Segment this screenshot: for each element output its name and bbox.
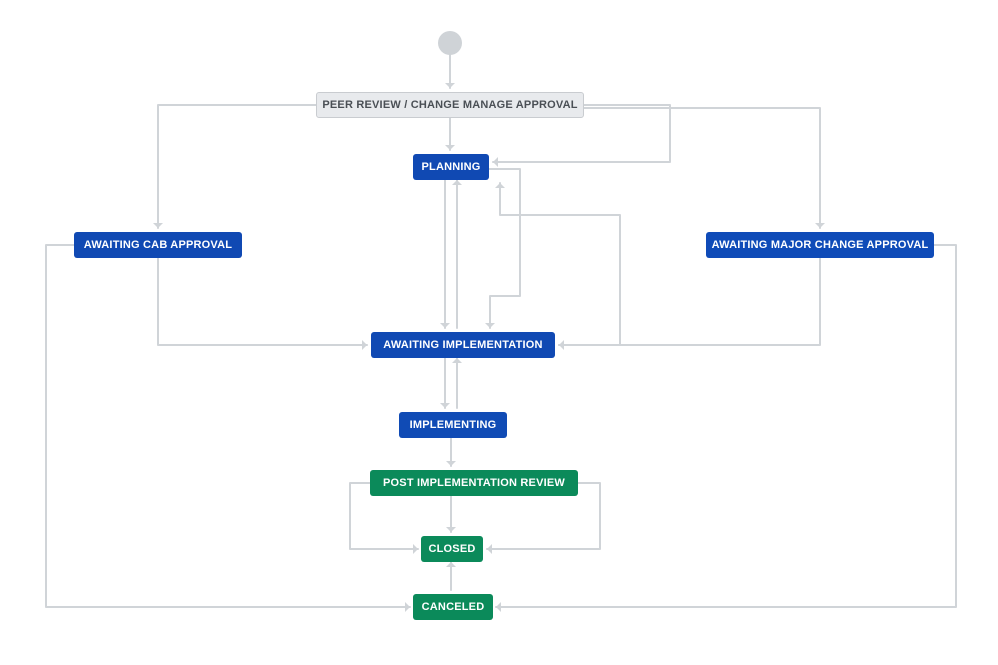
node-label: CANCELED [422, 601, 485, 613]
node-label: AWAITING CAB APPROVAL [84, 239, 232, 251]
node-peer-review: PEER REVIEW / CHANGE MANAGE APPROVAL [316, 92, 584, 118]
node-canceled: CANCELED [413, 594, 493, 620]
node-label: CLOSED [428, 543, 475, 555]
workflow-diagram: PEER REVIEW / CHANGE MANAGE APPROVAL PLA… [0, 0, 998, 665]
node-label: PLANNING [421, 161, 480, 173]
node-implementing: IMPLEMENTING [399, 412, 507, 438]
node-label: IMPLEMENTING [410, 419, 497, 431]
start-node [438, 31, 462, 55]
node-label: AWAITING MAJOR CHANGE APPROVAL [712, 239, 929, 251]
node-planning: PLANNING [413, 154, 489, 180]
node-label: AWAITING IMPLEMENTATION [383, 339, 542, 351]
node-label: POST IMPLEMENTATION REVIEW [383, 477, 565, 489]
node-awaiting-cab: AWAITING CAB APPROVAL [74, 232, 242, 258]
node-label: PEER REVIEW / CHANGE MANAGE APPROVAL [322, 99, 577, 111]
node-awaiting-implementation: AWAITING IMPLEMENTATION [371, 332, 555, 358]
node-awaiting-major: AWAITING MAJOR CHANGE APPROVAL [706, 232, 934, 258]
node-closed: CLOSED [421, 536, 483, 562]
node-post-implementation-review: POST IMPLEMENTATION REVIEW [370, 470, 578, 496]
